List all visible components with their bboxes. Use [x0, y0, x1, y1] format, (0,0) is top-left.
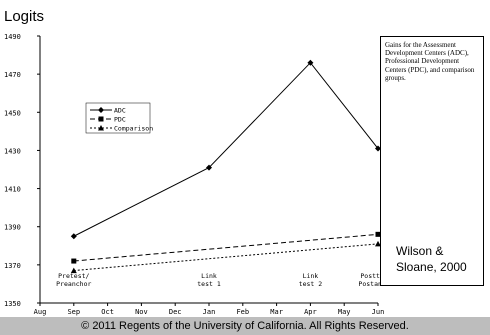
- x-tick-label: Apr: [304, 308, 317, 316]
- x-tick-label: Aug: [34, 308, 47, 316]
- annotation-label: Link: [201, 272, 217, 280]
- x-tick-label: May: [338, 308, 351, 316]
- data-point-comparison: [70, 267, 77, 274]
- y-tick-label: 1350: [4, 300, 21, 308]
- data-point-adc: [70, 233, 77, 240]
- y-tick-label: 1430: [4, 147, 21, 155]
- annotation-label: test 1: [197, 280, 221, 288]
- x-tick-label: Jun: [372, 308, 385, 316]
- x-tick-label: Dec: [169, 308, 182, 316]
- annotation-label: test 2: [299, 280, 323, 288]
- legend-marker-comparison: [98, 125, 104, 131]
- x-tick-label: Jan: [203, 308, 216, 316]
- legend-marker-pdc: [98, 116, 104, 122]
- data-point-adc: [206, 164, 212, 171]
- data-point-adc: [375, 145, 381, 152]
- annotation-label: Postanchor: [358, 280, 397, 288]
- series-line-adc: [73, 61, 379, 237]
- y-tick-label: 1470: [4, 71, 21, 79]
- x-tick-label: Sep: [67, 308, 80, 316]
- legend-box: [85, 102, 151, 134]
- annotation-label: Preanchor: [56, 280, 91, 288]
- x-tick-label: Nov: [135, 308, 148, 316]
- chart-title: Logits: [4, 8, 45, 25]
- note-text: Gains for the Assessment Development Cen…: [385, 41, 475, 82]
- series-line-pdc: [73, 233, 379, 262]
- citation-text: Wilson & Sloane, 2000: [396, 244, 467, 274]
- copyright-footer: © 2011 Regents of the University of Cali…: [0, 317, 490, 335]
- data-point-adc: [307, 59, 314, 66]
- y-tick-label: 1410: [4, 186, 21, 194]
- data-point-comparison: [375, 240, 381, 247]
- legend-label-comparison: Comparison: [114, 125, 153, 133]
- data-point-pdc: [375, 231, 381, 237]
- series-line-comparison: [73, 243, 379, 272]
- y-tick-label: 1490: [4, 33, 21, 41]
- data-point-pdc: [71, 258, 77, 264]
- x-tick-label: Mar: [270, 308, 283, 316]
- y-tick-label: 1390: [4, 224, 21, 232]
- y-tick-label: 1450: [4, 109, 21, 117]
- x-tick-label: Feb: [236, 308, 249, 316]
- legend-label-pdc: PDC: [114, 116, 126, 124]
- legend-marker-adc: [98, 107, 104, 113]
- y-tick-label: 1370: [4, 262, 21, 270]
- annotation-label: Link: [303, 272, 319, 280]
- note-panel: Gains for the Assessment Development Cen…: [380, 36, 484, 286]
- legend-label-adc: ADC: [114, 107, 126, 115]
- x-tick-label: Oct: [101, 308, 114, 316]
- annotation-label: Posttest/: [360, 272, 395, 280]
- annotation-label: Pretest/: [58, 272, 89, 280]
